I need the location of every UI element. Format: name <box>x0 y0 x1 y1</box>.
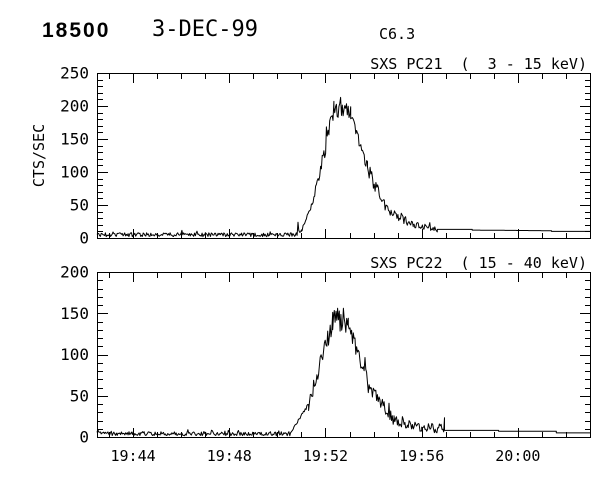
date-label: 3-DEC-99 <box>152 17 258 42</box>
y-tick-label: 100 <box>60 163 89 182</box>
y-tick-label: 0 <box>79 229 89 248</box>
y-tick-label: 50 <box>70 386 89 405</box>
pc21-light-curve <box>96 96 590 238</box>
y-tick-label: 200 <box>60 97 89 116</box>
y-tick-label: 150 <box>60 304 89 323</box>
flare-class-label: C6.3 <box>379 25 416 43</box>
x-tick-label: 19:52 <box>303 447 348 465</box>
y-tick-label: 250 <box>60 64 89 83</box>
plot-pc21: 0 50 100 150 200 250 SXS PC21 ( 3 - 15 keV) CTS… <box>30 55 591 248</box>
plot-title-pc21: SXS PC21 ( 3 - 15 keV) <box>370 55 587 73</box>
sequence-number: 18500 <box>42 19 111 42</box>
plot-title-pc22: SXS PC22 ( 15 - 40 keV) <box>370 254 587 272</box>
y-tick-label: 150 <box>60 130 89 149</box>
pc22-light-curve <box>96 307 590 437</box>
axes-pc22 <box>97 272 591 438</box>
y-tick-label: 200 <box>60 263 89 282</box>
x-tick-label: 19:56 <box>399 447 444 465</box>
plot-pc22: 0 50 100 150 200 19:44 19:48 19:52 19:56 20:00 SXS… <box>60 254 591 465</box>
plot-frame-pc21 <box>97 73 591 239</box>
y-axis-label: CTS/SEC <box>30 124 48 187</box>
x-tick-label: 19:44 <box>110 447 155 465</box>
axes-pc21 <box>97 73 591 239</box>
y-tick-label: 100 <box>60 345 89 364</box>
x-tick-label: 19:48 <box>207 447 252 465</box>
plot-frame-pc22 <box>97 272 591 438</box>
x-tick-label: 20:00 <box>495 447 540 465</box>
y-tick-label: 0 <box>79 428 89 447</box>
y-tick-label: 50 <box>70 196 89 215</box>
